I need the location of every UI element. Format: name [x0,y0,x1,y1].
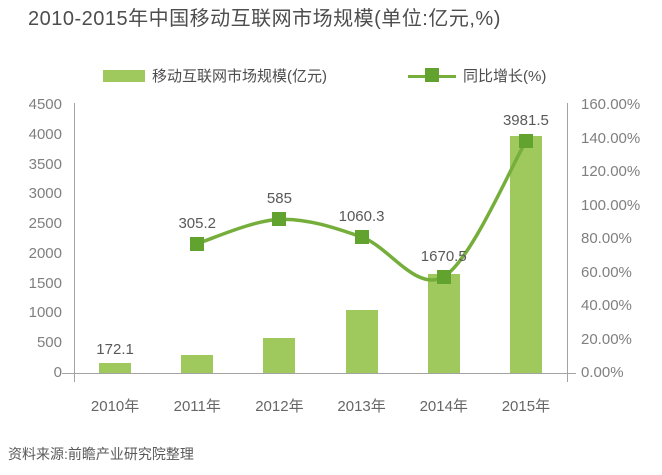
y-axis-tick-left: 3000 [28,185,62,203]
bar-2014年 [427,273,460,373]
y-axis-tick-left: 500 [36,334,62,352]
x-axis-line [62,373,576,374]
y-axis-tick-right: 140.00% [581,129,641,147]
y-axis-tick-right: 80.00% [581,230,632,247]
bar-value-label: 3981.5 [502,112,549,130]
line-series-marker-icon [425,68,439,82]
y-axis-tick-left: 0 [53,364,62,381]
y-axis-tick-right: 120.00% [581,163,641,180]
legend-label-market-size: 移动互联网市场规模(亿元) [152,68,327,85]
y-axis-tick-right: 100.00% [581,196,641,214]
x-axis-label: 2012年 [255,398,304,415]
bar-value-label: 585 [266,190,292,208]
bar-2013年 [345,309,378,373]
y-axis-tick-left: 4500 [28,96,62,113]
y-axis-tick-left: 1000 [28,304,62,322]
y-axis-tick-right: 0.00% [581,364,624,381]
line-marker-2015年 [518,134,533,149]
legend: 移动互联网市场规模(亿元) 同比增长(%) [0,62,662,90]
x-axis-label: 2011年 [173,398,221,415]
legend-item-market-size: 移动互联网市场规模(亿元) [0,62,400,90]
y-axis-tick-right: 60.00% [581,263,632,281]
x-axis-label: 2013年 [337,398,386,415]
bar-2011年 [181,354,214,373]
line-marker-2012年 [272,212,287,227]
legend-item-growth: 同比增长(%) [0,62,662,90]
y-axis-tick-right: 160.00% [581,96,641,113]
y-axis-left-line [74,103,75,382]
y-axis-tick-left: 4000 [28,125,62,143]
x-axis-label: 2014年 [419,398,468,415]
bar-value-label: 305.2 [178,214,217,232]
x-axis-label: 2015年 [501,398,551,415]
bar-value-label: 1670.5 [420,247,467,265]
bar-2012年 [263,338,296,373]
y-axis-tick-right: 40.00% [581,297,632,314]
y-axis-tick-left: 3500 [28,155,62,173]
line-marker-2013年 [354,229,369,244]
line-marker-2014年 [436,269,451,284]
bar-2010年 [99,362,132,373]
chart-title: 2010-2015年中国移动互联网市场规模(单位:亿元,%) [28,8,501,30]
y-axis-tick-right: 20.00% [581,330,632,348]
line-marker-2011年 [190,236,205,251]
bar-2015年 [509,135,542,373]
bar-value-label: 172.1 [96,340,134,358]
source-note: 资料来源:前瞻产业研究院整理 [8,446,194,462]
y-axis-tick-left: 1500 [28,274,62,292]
bar-value-label: 1060.3 [338,207,385,225]
bar-series-swatch-icon [103,70,145,82]
x-axis-label: 2010年 [90,398,140,415]
legend-label-growth: 同比增长(%) [463,68,547,85]
y-axis-tick-left: 2000 [28,244,62,262]
y-axis-right-line [567,103,568,382]
y-axis-tick-left: 2500 [28,215,62,233]
